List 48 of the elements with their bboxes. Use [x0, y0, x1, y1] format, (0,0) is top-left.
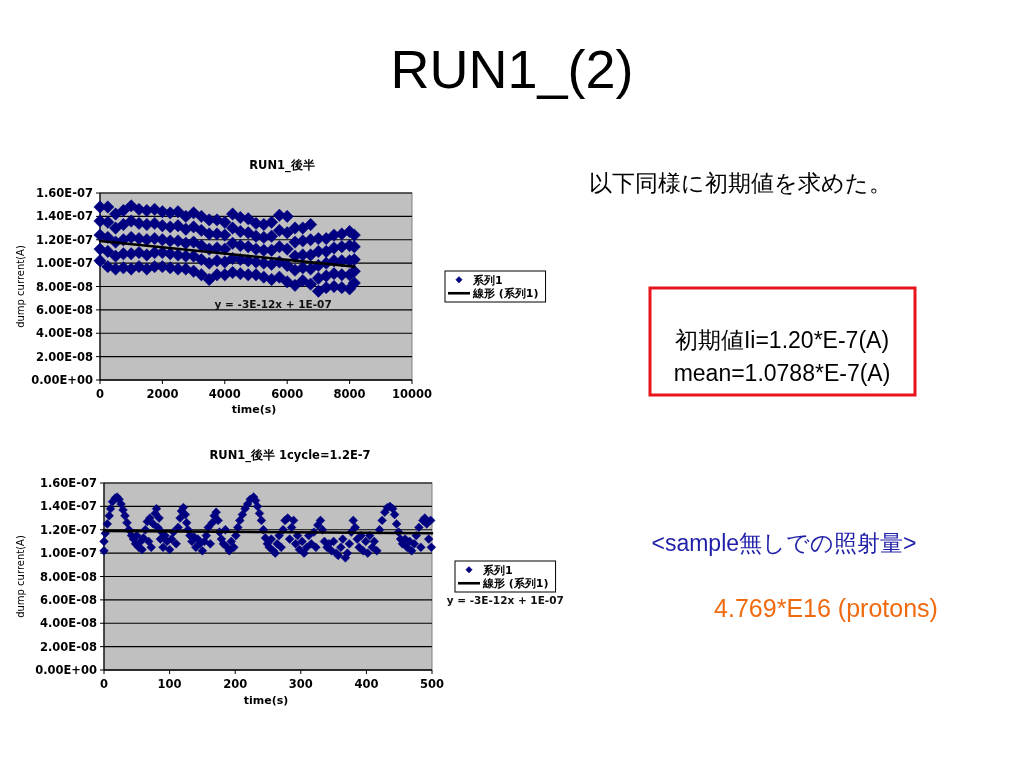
- xtick: 100: [157, 677, 182, 691]
- ytick: 1.40E-07: [36, 209, 93, 224]
- xtick: 400: [354, 677, 379, 691]
- ytick: 1.60E-07: [36, 186, 93, 200]
- xtick: 2000: [146, 387, 179, 401]
- legend-label: 線形 (系列1): [473, 287, 539, 301]
- xtick: 4000: [208, 387, 241, 401]
- xtick: 6000: [271, 387, 304, 401]
- annotation: 4.769*E16 (protons): [714, 594, 938, 622]
- ytick: 1.60E-07: [40, 476, 97, 490]
- annotation: mean=1.0788*E-7(A): [673, 360, 891, 386]
- xtick: 0: [100, 677, 108, 691]
- title: RUN1_(2): [390, 39, 634, 99]
- ytick: 1.00E-07: [40, 546, 97, 561]
- annotation: 初期値Ii=1.20*E-7(A): [674, 327, 890, 353]
- ytick: 2.00E-08: [36, 349, 93, 364]
- legend-label: 線形 (系列1): [483, 577, 549, 591]
- annotation: 以下同様に初期値を求めた。: [589, 170, 892, 196]
- xtick: 200: [223, 677, 248, 691]
- ylabel: dump current(A): [15, 535, 26, 618]
- annotation: <sample無しでの照射量>: [651, 530, 917, 556]
- ytick: 6.00E-08: [40, 592, 97, 607]
- chart-title: RUN1_後半 1cycle=1.2E-7: [209, 448, 371, 462]
- ytick: 2.00E-08: [40, 639, 97, 654]
- ytick: 0.00E+00: [31, 373, 93, 387]
- xtick: 0: [96, 387, 104, 401]
- ytick: 8.00E-08: [40, 569, 97, 584]
- annotation: y = -3E-12x + 1E-07: [214, 298, 332, 310]
- xtick: 300: [288, 677, 313, 691]
- ytick: 1.20E-07: [36, 232, 93, 247]
- ylabel: dump current(A): [15, 245, 26, 328]
- xtick: 500: [420, 677, 444, 691]
- ytick: 6.00E-08: [36, 302, 93, 317]
- ytick: 4.00E-08: [40, 616, 97, 631]
- annotation: y = -3E-12x + 1E-07: [446, 594, 564, 606]
- xtick: 8000: [333, 387, 366, 401]
- xlabel: time(s): [231, 403, 277, 416]
- ytick: 1.40E-07: [40, 499, 97, 514]
- legend-label: 系列1: [483, 563, 513, 577]
- xtick: 10000: [392, 387, 432, 401]
- ytick: 4.00E-08: [36, 326, 93, 341]
- ytick: 8.00E-08: [36, 279, 93, 294]
- legend-label: 系列1: [473, 273, 503, 287]
- ytick: 1.00E-07: [36, 256, 93, 271]
- ytick: 0.00E+00: [35, 663, 97, 677]
- ytick: 1.20E-07: [40, 522, 97, 537]
- chart-title: RUN1_後半: [249, 158, 315, 172]
- xlabel: time(s): [243, 694, 289, 707]
